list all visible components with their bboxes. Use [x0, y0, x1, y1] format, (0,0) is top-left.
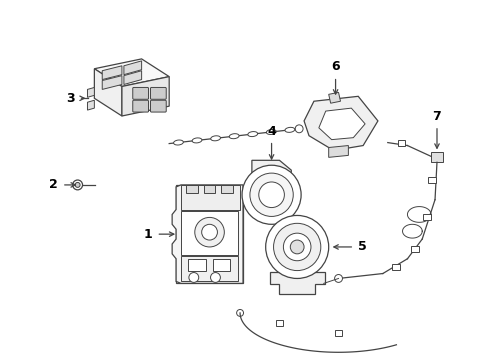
Ellipse shape	[267, 130, 276, 135]
Text: 6: 6	[331, 60, 340, 73]
Polygon shape	[329, 93, 341, 103]
Bar	[392, 264, 399, 270]
Ellipse shape	[192, 138, 202, 143]
Circle shape	[290, 240, 304, 254]
Text: 5: 5	[358, 240, 367, 253]
Ellipse shape	[285, 127, 295, 132]
Bar	[428, 177, 436, 183]
Bar	[423, 215, 431, 220]
Bar	[397, 140, 406, 145]
Bar	[181, 256, 238, 282]
Bar	[186, 185, 198, 193]
Circle shape	[75, 183, 80, 188]
Circle shape	[250, 173, 293, 216]
Bar	[335, 330, 343, 336]
Circle shape	[295, 125, 303, 133]
Circle shape	[189, 273, 199, 282]
Circle shape	[237, 310, 244, 316]
Polygon shape	[88, 87, 95, 97]
FancyBboxPatch shape	[133, 100, 148, 112]
Bar	[181, 211, 238, 255]
Ellipse shape	[211, 136, 220, 141]
Bar	[221, 185, 233, 193]
Bar	[213, 259, 230, 271]
Circle shape	[242, 165, 301, 224]
Circle shape	[259, 182, 284, 208]
Circle shape	[335, 275, 343, 282]
Circle shape	[283, 233, 311, 261]
Text: 1: 1	[144, 228, 152, 240]
Ellipse shape	[173, 140, 183, 145]
Bar	[176, 185, 243, 283]
Ellipse shape	[248, 131, 258, 136]
Text: 3: 3	[66, 92, 74, 105]
Text: 7: 7	[433, 110, 441, 123]
Circle shape	[266, 215, 329, 278]
Polygon shape	[329, 145, 348, 157]
FancyBboxPatch shape	[150, 87, 166, 99]
Polygon shape	[102, 76, 122, 89]
Polygon shape	[172, 185, 243, 283]
Polygon shape	[319, 108, 365, 140]
Text: 2: 2	[49, 179, 58, 192]
Bar	[275, 320, 283, 326]
Polygon shape	[124, 71, 142, 85]
Polygon shape	[122, 77, 169, 116]
Polygon shape	[304, 96, 378, 150]
Circle shape	[211, 273, 220, 282]
Ellipse shape	[229, 134, 239, 139]
Text: 4: 4	[267, 125, 276, 138]
Bar	[181, 185, 240, 210]
Polygon shape	[95, 69, 122, 116]
Polygon shape	[252, 160, 291, 190]
Circle shape	[73, 180, 82, 190]
Bar	[431, 152, 443, 162]
Polygon shape	[124, 61, 142, 75]
Polygon shape	[88, 100, 95, 110]
Circle shape	[202, 224, 218, 240]
Polygon shape	[102, 66, 122, 80]
Polygon shape	[95, 59, 169, 86]
Bar	[412, 246, 419, 252]
Bar	[188, 259, 206, 271]
FancyBboxPatch shape	[133, 87, 148, 99]
Polygon shape	[270, 271, 325, 294]
Bar	[204, 185, 216, 193]
Circle shape	[273, 223, 321, 271]
FancyBboxPatch shape	[150, 100, 166, 112]
Circle shape	[195, 217, 224, 247]
